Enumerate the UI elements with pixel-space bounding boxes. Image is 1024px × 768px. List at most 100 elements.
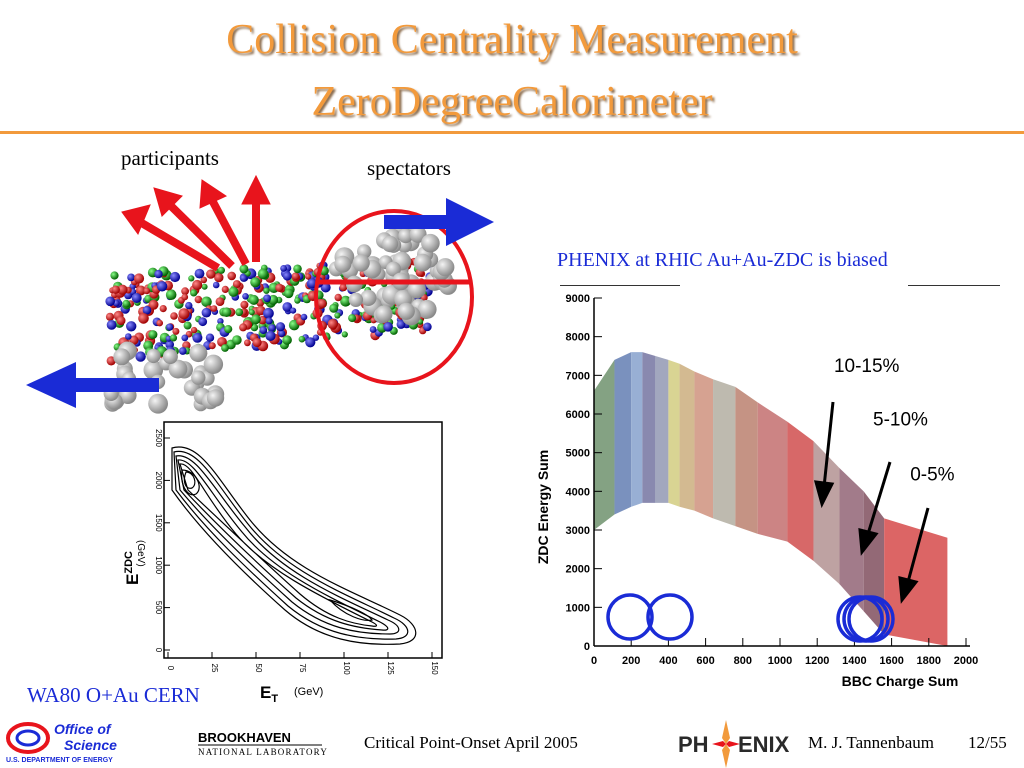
centrality-annotation: 0-5% [910, 465, 954, 486]
spectator-nucleons [328, 217, 457, 326]
nucleon [329, 303, 339, 313]
centrality-band [839, 468, 864, 612]
nucleon [170, 312, 178, 320]
brookhaven-logo: BROOKHAVEN NATIONAL LABORATORY [198, 730, 327, 757]
nucleon [278, 329, 286, 337]
nucleon [131, 293, 142, 303]
spectators-label: spectators [367, 156, 451, 180]
wa80-xtick-label: 0 [166, 666, 175, 671]
nucleon [259, 326, 268, 334]
centrality-band [594, 359, 615, 530]
x-tick-label: 1200 [805, 655, 829, 667]
wa80-xtick-label: 50 [254, 664, 263, 673]
nucleon [125, 333, 132, 340]
x-tick-label: 1800 [917, 655, 941, 667]
centrality-band [757, 402, 788, 542]
x-tick-label: 1600 [879, 655, 903, 667]
nucleon [208, 342, 216, 350]
nucleon [198, 317, 208, 327]
nucleon [126, 321, 137, 332]
nucleon [340, 295, 351, 307]
footer-event: Critical Point-Onset April 2005 [364, 733, 578, 752]
nucleon [111, 285, 120, 294]
x-tick-label: 1400 [842, 655, 866, 667]
nucleon [290, 307, 297, 314]
wa80-ytick-label: 1000 [154, 556, 163, 574]
spectator-nucleon [168, 359, 188, 379]
phenix-star-icon [712, 720, 740, 768]
nucleon [263, 294, 271, 303]
spectator-nucleon [162, 349, 178, 365]
nucleon [224, 325, 233, 334]
centrality-band [713, 379, 736, 527]
nucleon [244, 339, 251, 347]
office-line1: Office of [54, 721, 112, 737]
nucleon [235, 308, 244, 317]
spectator-nucleon [421, 233, 440, 253]
wa80-yticks: 2500 2000 1500 1000 500 0 [154, 429, 170, 653]
nucleon [227, 271, 236, 281]
nucleon [206, 269, 216, 279]
nucleon [212, 281, 220, 289]
office-line2: Science [64, 737, 117, 753]
nucleon [105, 296, 115, 307]
spectator-nucleon [334, 255, 352, 273]
phenix-logo-right: ENIX [738, 732, 790, 757]
nucleon [348, 314, 357, 323]
nucleon [190, 326, 198, 334]
nucleon [250, 277, 261, 288]
phenix-caption: PHENIX at RHIC Au+Au-ZDC is biased [557, 249, 888, 271]
spectator-ellipse [314, 209, 474, 385]
wa80-xtick-label: 75 [298, 664, 307, 673]
nucleon [320, 282, 331, 293]
slide-title-line1: Collision Centrality Measurement [226, 17, 798, 63]
nucleon [294, 297, 301, 304]
wa80-contours [171, 446, 417, 645]
centrality-band [813, 441, 840, 585]
nucleon [165, 289, 177, 301]
phenix-logo: PH ENIX [678, 720, 790, 768]
footer-page-number: 12/55 [968, 733, 1007, 752]
x-tick-label: 600 [696, 655, 714, 667]
centrality-bands [594, 352, 948, 646]
nucleon [116, 316, 126, 326]
beam-arrow-left [26, 362, 159, 408]
nucleon [159, 305, 167, 313]
spectator-nucleon [146, 348, 161, 364]
spectator-nucleon [386, 261, 401, 277]
spectator-nucleon [413, 253, 432, 272]
nucleon [172, 327, 180, 335]
nucleon [221, 344, 229, 352]
chart-yticks: 0 1000 2000 3000 4000 5000 6000 7000 8000 9000 [566, 293, 602, 653]
nucleon [192, 279, 203, 291]
nucleon [334, 312, 341, 319]
caption-underline-left [560, 285, 680, 286]
spectator-nucleon [348, 292, 364, 307]
centrality-band [655, 356, 669, 503]
nucleon [280, 265, 287, 272]
nucleon [106, 320, 117, 330]
nucleon [142, 305, 152, 315]
participant-arrows [121, 174, 271, 272]
centrality-band [787, 421, 814, 561]
centrality-band [679, 363, 695, 511]
nucleon [190, 289, 198, 297]
nucleon [181, 287, 190, 296]
nucleon [239, 323, 248, 332]
nucleon [110, 271, 119, 280]
nucleon [275, 283, 284, 292]
nucleon [341, 331, 348, 338]
centrality-band [668, 359, 680, 507]
spectator-nucleon [352, 254, 370, 272]
nucleon [135, 285, 146, 296]
wa80-ytick-label: 500 [154, 601, 163, 615]
spectator-nucleon [375, 305, 393, 323]
nucleon [181, 293, 189, 301]
wa80-contour-plot: 2500 2000 1500 1000 500 0 0 25 50 75 100 125 150 EZ… [123, 421, 443, 705]
nucleon [228, 286, 239, 297]
nucleon [283, 288, 294, 299]
centrality-band [614, 352, 632, 515]
beam-arrow-right [384, 198, 494, 246]
nucleon [232, 335, 242, 345]
nucleon [169, 271, 181, 283]
